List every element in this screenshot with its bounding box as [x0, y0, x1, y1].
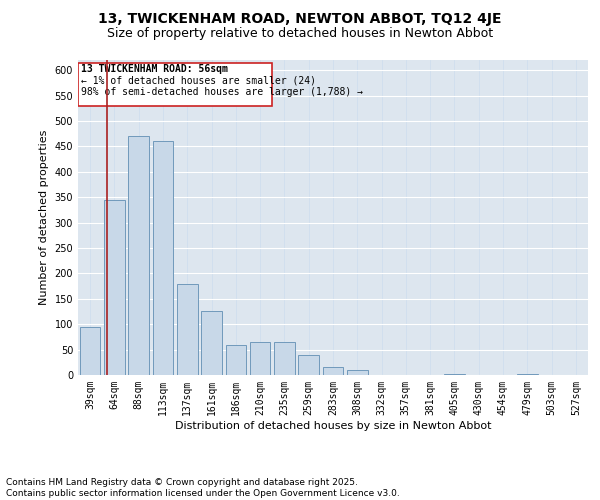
- X-axis label: Distribution of detached houses by size in Newton Abbot: Distribution of detached houses by size …: [175, 420, 491, 430]
- Bar: [104, 200, 125, 375]
- Bar: [444, 374, 465, 375]
- Bar: [347, 370, 368, 375]
- Bar: [79, 62, 272, 106]
- Bar: [177, 284, 197, 375]
- Y-axis label: Number of detached properties: Number of detached properties: [39, 130, 49, 305]
- Bar: [80, 326, 100, 375]
- Text: Size of property relative to detached houses in Newton Abbot: Size of property relative to detached ho…: [107, 28, 493, 40]
- Text: ← 1% of detached houses are smaller (24): ← 1% of detached houses are smaller (24): [81, 76, 316, 86]
- Text: Contains HM Land Registry data © Crown copyright and database right 2025.
Contai: Contains HM Land Registry data © Crown c…: [6, 478, 400, 498]
- Bar: [250, 342, 271, 375]
- Text: 98% of semi-detached houses are larger (1,788) →: 98% of semi-detached houses are larger (…: [81, 88, 363, 98]
- Bar: [128, 136, 149, 375]
- Bar: [323, 368, 343, 375]
- Text: 13, TWICKENHAM ROAD, NEWTON ABBOT, TQ12 4JE: 13, TWICKENHAM ROAD, NEWTON ABBOT, TQ12 …: [98, 12, 502, 26]
- Bar: [152, 142, 173, 375]
- Bar: [226, 344, 246, 375]
- Text: 13 TWICKENHAM ROAD: 56sqm: 13 TWICKENHAM ROAD: 56sqm: [81, 64, 228, 74]
- Bar: [517, 374, 538, 375]
- Bar: [274, 342, 295, 375]
- Bar: [201, 312, 222, 375]
- Bar: [298, 354, 319, 375]
